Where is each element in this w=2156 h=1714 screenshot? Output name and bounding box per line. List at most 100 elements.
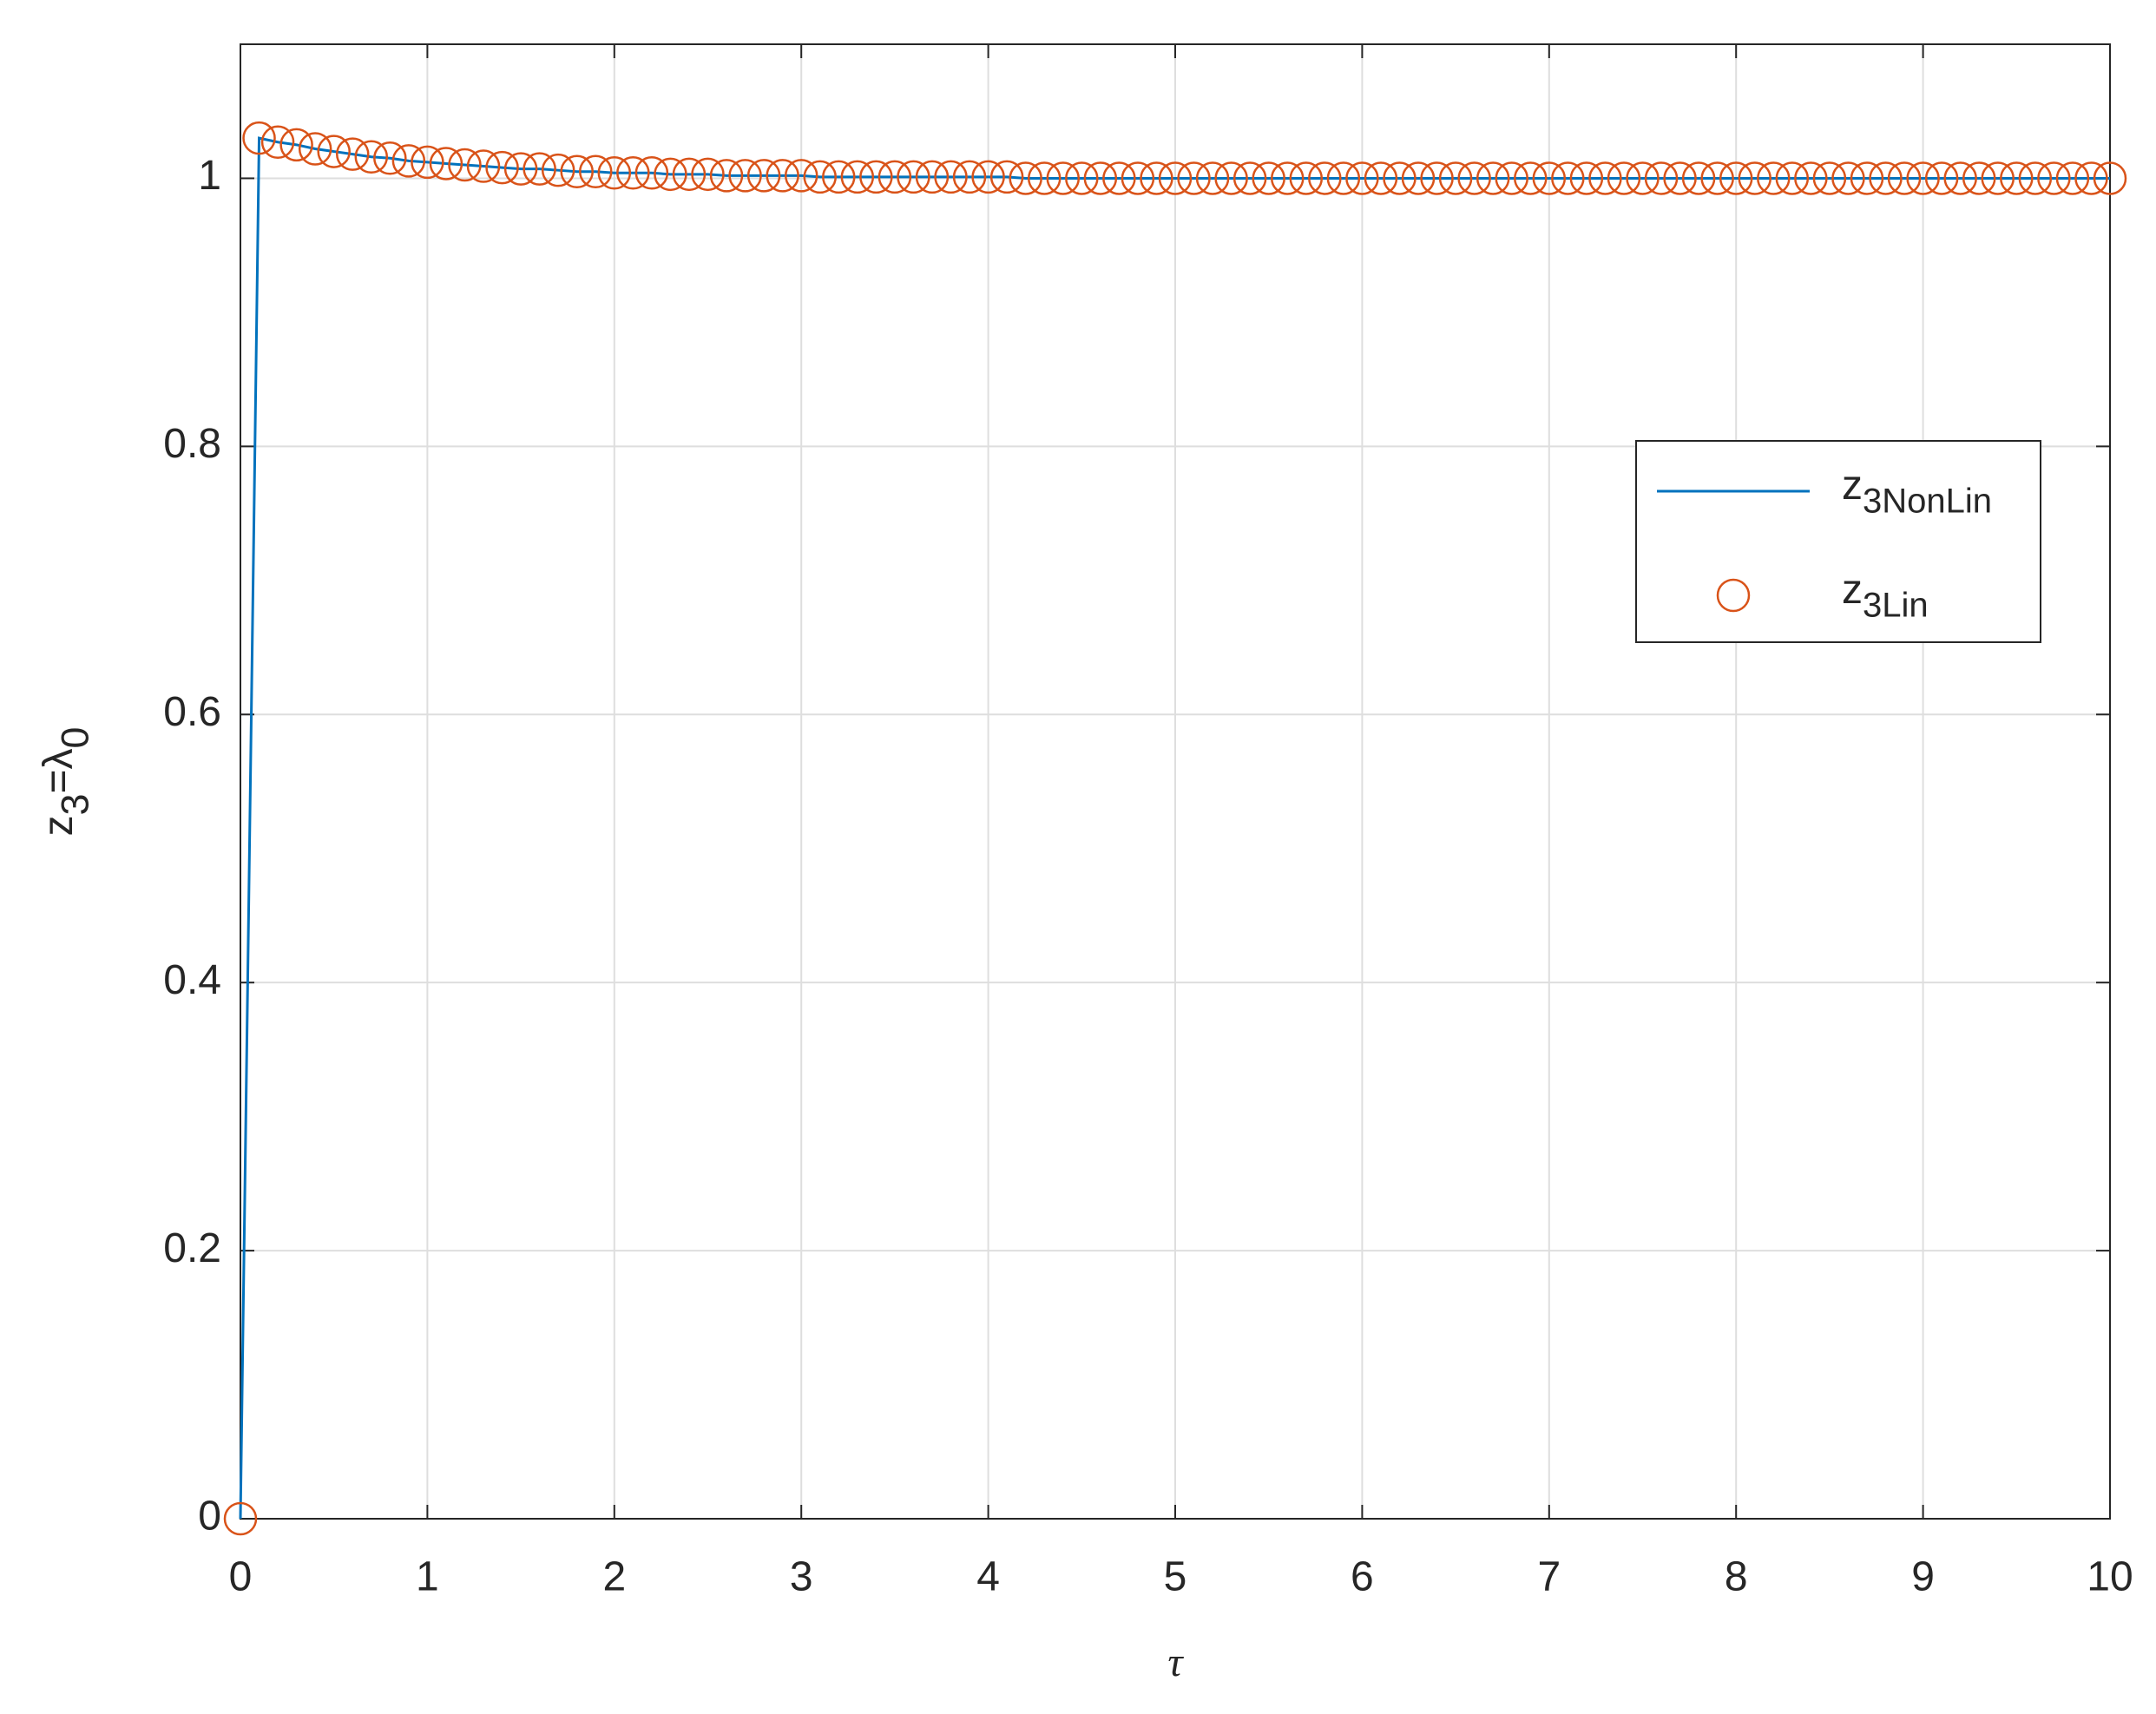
data-marker (2037, 161, 2071, 195)
data-marker (1476, 161, 1510, 195)
data-marker (1850, 161, 1884, 195)
data-marker (391, 144, 426, 178)
data-marker (1569, 161, 1604, 195)
data-marker (560, 154, 594, 188)
x-tick-label: 5 (1164, 1554, 1187, 1600)
data-marker (728, 159, 762, 193)
data-marker (691, 157, 725, 192)
data-marker (1364, 161, 1398, 195)
data-marker (654, 157, 687, 192)
data-marker (1775, 161, 1810, 195)
data-marker (466, 149, 501, 183)
data-marker (503, 152, 538, 186)
data-marker (1252, 161, 1285, 195)
data-marker (448, 148, 482, 182)
y-axis-label: z3=λ0 (36, 727, 97, 837)
data-marker (1383, 161, 1417, 195)
data-marker (1626, 161, 1660, 195)
data-marker (1495, 161, 1528, 195)
data-marker (1102, 161, 1136, 195)
axes-box (240, 43, 2111, 1520)
x-tick-label: 8 (1725, 1554, 1748, 1600)
data-marker (1906, 161, 1940, 195)
data-marker (1140, 161, 1173, 195)
legend-label: z3Lin (1842, 567, 1929, 624)
data-marker (1121, 161, 1155, 195)
data-marker (373, 141, 407, 175)
data-marker (1457, 161, 1491, 195)
data-marker (1869, 161, 1903, 195)
data-marker (317, 135, 351, 168)
data-marker (1700, 161, 1734, 195)
data-marker (1794, 161, 1828, 195)
data-marker (840, 160, 875, 194)
data-marker (1588, 161, 1622, 195)
data-marker (709, 159, 744, 193)
data-marker (429, 147, 463, 181)
data-marker (934, 160, 968, 194)
data-marker (1943, 161, 1977, 195)
data-marker (1214, 161, 1248, 195)
data-marker (822, 160, 856, 194)
data-marker (2055, 161, 2090, 195)
data-marker (1009, 161, 1042, 195)
data-marker (1887, 161, 1922, 195)
data-marker (1158, 161, 1193, 195)
data-marker (1027, 161, 1062, 195)
data-marker (1514, 161, 1548, 195)
data-marker (1719, 161, 1753, 195)
data-marker (2000, 161, 2034, 195)
data-marker (579, 154, 613, 188)
data-marker (298, 132, 332, 166)
y-tick-label: 0 (198, 1494, 221, 1540)
data-marker (1046, 161, 1081, 195)
data-marker (1270, 161, 1305, 195)
data-marker (1232, 161, 1267, 195)
data-marker (897, 160, 930, 194)
legend-label: z3NonLin (1842, 463, 1992, 520)
data-marker (1738, 161, 1771, 195)
data-marker (1345, 161, 1379, 195)
data-marker (1532, 161, 1567, 195)
data-marker (597, 156, 632, 190)
data-marker (634, 156, 669, 190)
data-marker (2074, 161, 2108, 195)
data-marker (1083, 161, 1118, 195)
data-marker (952, 160, 987, 194)
x-tick-label: 2 (602, 1554, 626, 1600)
x-tick-label: 10 (2087, 1554, 2133, 1600)
data-line (239, 136, 2110, 1520)
data-marker (878, 160, 912, 194)
x-tick-label: 4 (976, 1554, 1000, 1600)
y-tick-label: 0.4 (163, 957, 221, 1003)
data-marker (1644, 161, 1679, 195)
data-marker (989, 160, 1024, 194)
y-tick-label: 1 (198, 153, 221, 199)
data-marker (1663, 161, 1697, 195)
data-marker (354, 140, 389, 174)
y-tick-label: 0.2 (163, 1225, 221, 1271)
x-axis-label: τ (1167, 1639, 1184, 1685)
data-marker (541, 153, 575, 187)
data-marker (335, 137, 370, 171)
data-marker (1326, 161, 1361, 195)
data-marker (1177, 161, 1211, 195)
data-marker (803, 160, 837, 194)
data-marker (1831, 161, 1865, 195)
x-tick-label: 1 (416, 1554, 439, 1600)
data-marker (1420, 161, 1454, 195)
data-marker (1757, 161, 1791, 195)
data-marker (746, 159, 781, 193)
data-marker (279, 128, 313, 162)
x-tick-label: 0 (229, 1554, 253, 1600)
data-marker (1551, 161, 1585, 195)
data-marker (1195, 161, 1230, 195)
x-tick-label: 9 (1911, 1554, 1935, 1600)
x-tick-label: 3 (790, 1554, 813, 1600)
data-marker (411, 145, 444, 180)
legend-box (1635, 440, 2041, 643)
x-tick-label: 6 (1351, 1554, 1374, 1600)
data-marker (1401, 161, 1436, 195)
data-marker (1438, 161, 1473, 195)
